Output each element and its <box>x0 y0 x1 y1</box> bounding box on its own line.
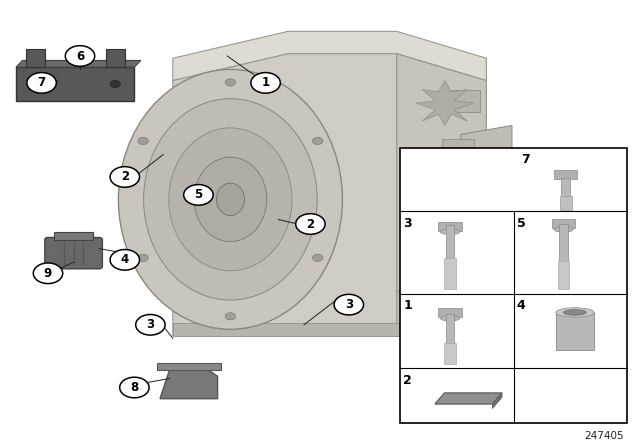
Ellipse shape <box>169 128 292 271</box>
Bar <box>438 222 461 231</box>
Bar <box>560 195 572 210</box>
Text: 2: 2 <box>121 170 129 184</box>
Polygon shape <box>160 370 218 399</box>
Circle shape <box>27 73 56 93</box>
Circle shape <box>138 254 148 262</box>
Bar <box>438 308 461 317</box>
Text: 7: 7 <box>522 153 530 166</box>
Bar <box>400 148 627 423</box>
Text: 2: 2 <box>307 217 314 231</box>
Circle shape <box>136 314 165 335</box>
Circle shape <box>110 80 120 87</box>
Polygon shape <box>173 323 486 336</box>
Circle shape <box>296 214 325 234</box>
Ellipse shape <box>563 310 586 315</box>
Text: 7: 7 <box>38 76 45 90</box>
Circle shape <box>251 73 280 93</box>
Circle shape <box>184 185 213 205</box>
Polygon shape <box>397 54 486 336</box>
Bar <box>559 224 568 263</box>
Ellipse shape <box>440 315 460 321</box>
Ellipse shape <box>194 157 267 241</box>
Text: 3: 3 <box>345 298 353 311</box>
Text: 1: 1 <box>403 299 412 312</box>
Circle shape <box>110 167 140 187</box>
Bar <box>554 170 577 178</box>
Bar <box>558 261 570 289</box>
Circle shape <box>225 79 236 86</box>
Ellipse shape <box>440 229 460 235</box>
Ellipse shape <box>143 99 317 300</box>
Text: 3: 3 <box>147 318 154 332</box>
Bar <box>444 343 456 364</box>
Text: 3: 3 <box>403 216 412 229</box>
Text: 9: 9 <box>44 267 52 280</box>
Bar <box>556 312 594 349</box>
Circle shape <box>120 377 149 398</box>
Polygon shape <box>416 81 474 125</box>
Circle shape <box>110 250 140 270</box>
Circle shape <box>312 137 323 144</box>
Text: 5: 5 <box>195 188 202 202</box>
Polygon shape <box>16 60 141 67</box>
FancyBboxPatch shape <box>45 237 102 269</box>
Text: 6: 6 <box>76 49 84 63</box>
Text: 4: 4 <box>121 253 129 267</box>
Bar <box>16 67 134 101</box>
Circle shape <box>65 46 95 66</box>
Text: 8: 8 <box>131 381 138 394</box>
Bar <box>552 219 575 228</box>
Polygon shape <box>461 125 512 188</box>
Polygon shape <box>435 393 502 404</box>
Bar <box>442 90 480 112</box>
Text: 2: 2 <box>403 374 412 387</box>
Circle shape <box>312 254 323 262</box>
Polygon shape <box>492 393 502 409</box>
Bar <box>561 177 570 196</box>
Polygon shape <box>157 363 221 370</box>
Polygon shape <box>26 49 45 67</box>
Ellipse shape <box>554 227 573 232</box>
Circle shape <box>33 263 63 284</box>
Text: 5: 5 <box>517 216 525 229</box>
Bar <box>445 225 454 259</box>
Polygon shape <box>173 54 397 336</box>
Ellipse shape <box>556 308 594 317</box>
Circle shape <box>334 294 364 315</box>
Polygon shape <box>397 54 486 291</box>
Ellipse shape <box>118 69 342 329</box>
Circle shape <box>30 80 40 87</box>
Circle shape <box>138 137 148 144</box>
Text: 4: 4 <box>517 299 525 312</box>
Bar <box>444 258 456 289</box>
Text: 1: 1 <box>262 76 269 90</box>
Polygon shape <box>173 31 486 81</box>
Bar <box>442 139 474 157</box>
Bar <box>54 232 93 240</box>
Polygon shape <box>106 49 125 67</box>
Ellipse shape <box>216 183 244 215</box>
Bar <box>445 314 454 344</box>
Text: 247405: 247405 <box>584 431 624 441</box>
Circle shape <box>225 313 236 320</box>
